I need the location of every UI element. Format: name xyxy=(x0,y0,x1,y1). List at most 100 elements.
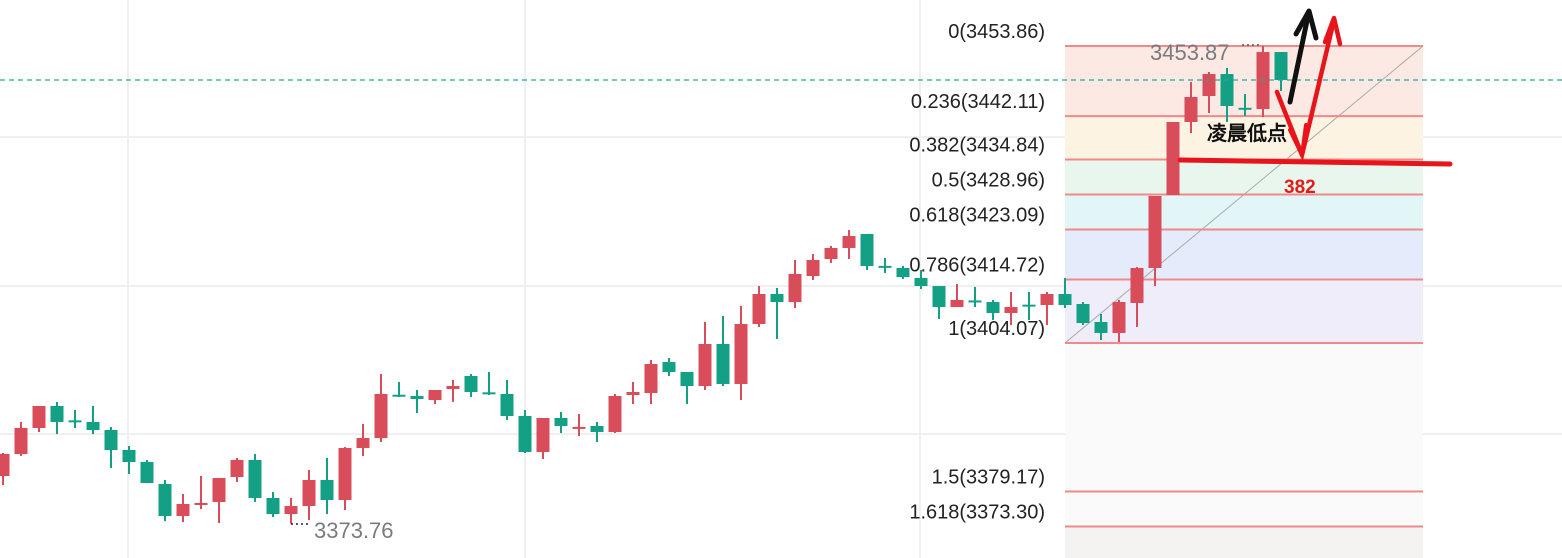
candle-body xyxy=(1274,52,1288,81)
candle xyxy=(1058,277,1072,308)
note-early-morning-low: 凌晨低点 xyxy=(1207,121,1287,145)
candle xyxy=(356,424,370,456)
candle-body xyxy=(302,480,316,507)
candle-body xyxy=(734,324,748,384)
candle xyxy=(1022,291,1036,320)
candle-body xyxy=(608,396,622,432)
candle-body xyxy=(1022,304,1036,307)
fibonacci-retracement[interactable]: 0(3453.86) 0.236(3442.11) 0.382(3434.84) 0.… xyxy=(909,21,1424,558)
black-arrowhead-icon xyxy=(1293,8,1319,41)
candle xyxy=(1202,72,1216,113)
candle-body xyxy=(230,459,244,477)
candle-body xyxy=(158,484,172,516)
candle-body xyxy=(932,286,946,308)
candle xyxy=(608,393,622,434)
black-up-arrow-shaft xyxy=(1287,13,1311,105)
candle xyxy=(194,476,208,510)
candle-body xyxy=(1004,307,1018,313)
candle-body xyxy=(986,302,1000,313)
candle xyxy=(1238,94,1252,117)
candle-body xyxy=(626,392,640,396)
candle-body xyxy=(356,438,370,448)
candle-body xyxy=(680,371,694,387)
candle xyxy=(824,246,838,264)
candle xyxy=(1256,45,1270,117)
candle xyxy=(500,379,514,421)
candle-body xyxy=(536,417,550,452)
candle xyxy=(680,371,694,405)
candle xyxy=(1130,267,1144,328)
candle-body xyxy=(140,461,154,483)
candle-body xyxy=(1076,303,1090,324)
candle-body xyxy=(176,503,190,516)
candle-body xyxy=(1202,74,1216,96)
fib-band xyxy=(1065,194,1423,230)
candle xyxy=(1148,196,1162,287)
candle-body xyxy=(518,416,532,452)
candle xyxy=(338,447,352,511)
fib-level-label: 0.786(3414.72) xyxy=(909,254,1045,276)
candle-body xyxy=(374,393,388,439)
candle-body xyxy=(194,502,208,505)
candle xyxy=(1184,82,1198,134)
candle xyxy=(536,417,550,460)
candle xyxy=(446,379,460,402)
candle xyxy=(554,412,568,434)
candle-body xyxy=(50,405,64,422)
candle-body xyxy=(1094,322,1108,333)
candle xyxy=(1112,299,1126,342)
fib-band xyxy=(1065,229,1423,280)
candle xyxy=(590,421,604,443)
fib-level-label: 1.618(3373.30) xyxy=(909,502,1045,524)
candle-body xyxy=(572,426,586,429)
candle xyxy=(752,286,766,328)
candle-body xyxy=(464,375,478,393)
candle-body xyxy=(266,497,280,515)
candle xyxy=(464,374,478,397)
candle-body xyxy=(482,392,496,395)
candle xyxy=(932,286,946,320)
candle-body xyxy=(32,405,46,428)
candle xyxy=(716,315,730,387)
candle xyxy=(392,382,406,397)
candle xyxy=(950,284,964,308)
candle-body xyxy=(410,396,424,400)
candles xyxy=(0,45,1288,524)
candle xyxy=(1094,314,1108,341)
candle xyxy=(878,257,892,274)
candle-body xyxy=(86,421,100,431)
candle-body xyxy=(14,427,28,455)
candle-body xyxy=(320,480,334,500)
candle xyxy=(770,288,784,340)
candle xyxy=(518,409,532,453)
hand-annotations: 凌晨低点 382 xyxy=(1177,8,1453,198)
candle xyxy=(302,469,316,520)
candle-body xyxy=(212,477,226,502)
candle-body xyxy=(104,430,118,451)
candle-body xyxy=(392,394,406,397)
candle-body xyxy=(914,277,928,287)
candle-body xyxy=(1238,107,1252,110)
fib-level-label: 0.618(3423.09) xyxy=(909,205,1045,227)
candle-body xyxy=(1040,294,1054,306)
candle-body xyxy=(248,459,262,498)
candle xyxy=(626,382,640,405)
candle xyxy=(284,497,298,524)
high-price-label: 3453.87 xyxy=(1150,40,1230,65)
fib-level-label: 1(3404.07) xyxy=(948,318,1045,340)
candle-body xyxy=(896,268,910,278)
candle xyxy=(428,390,442,405)
candle-body xyxy=(770,294,784,303)
candle-body xyxy=(428,390,442,401)
candle xyxy=(698,322,712,391)
level-note-382: 382 xyxy=(1284,177,1316,198)
candle-body xyxy=(1058,294,1072,306)
candle xyxy=(482,371,496,396)
candle-body xyxy=(662,362,676,372)
candle xyxy=(1040,291,1054,325)
candle xyxy=(410,390,424,413)
candle xyxy=(32,405,46,432)
candle-body xyxy=(68,420,82,423)
candle xyxy=(1004,291,1018,325)
candle-body xyxy=(500,393,514,417)
